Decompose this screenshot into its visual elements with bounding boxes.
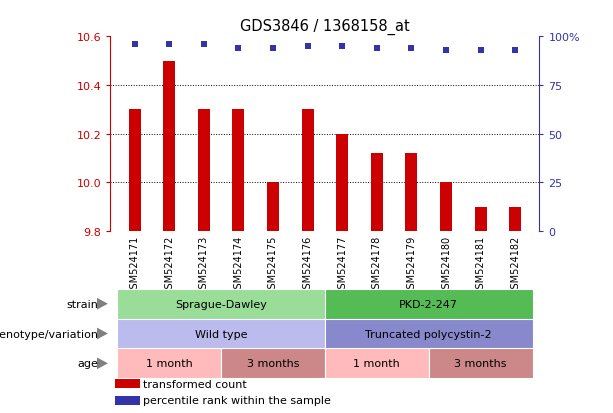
- Text: transformed count: transformed count: [143, 379, 246, 389]
- Text: GSM524175: GSM524175: [268, 235, 278, 294]
- Bar: [302, 110, 314, 231]
- Point: [441, 47, 451, 54]
- Text: GSM524177: GSM524177: [337, 235, 347, 294]
- Text: PKD-2-247: PKD-2-247: [399, 299, 458, 309]
- Text: 3 months: 3 months: [247, 358, 299, 368]
- Text: GSM524176: GSM524176: [303, 235, 313, 294]
- Text: GSM524171: GSM524171: [129, 235, 140, 294]
- Bar: [267, 183, 279, 231]
- Point: [476, 47, 485, 54]
- Text: 1 month: 1 month: [354, 358, 400, 368]
- Bar: [115, 396, 140, 405]
- Bar: [198, 110, 210, 231]
- Text: 1 month: 1 month: [146, 358, 192, 368]
- Bar: [325, 319, 533, 349]
- Bar: [221, 349, 325, 378]
- Point: [199, 42, 208, 48]
- Text: percentile rank within the sample: percentile rank within the sample: [143, 396, 331, 406]
- Bar: [117, 349, 221, 378]
- Point: [303, 43, 313, 50]
- Text: GSM524182: GSM524182: [510, 235, 520, 294]
- Text: Wild type: Wild type: [195, 329, 247, 339]
- Text: GSM524174: GSM524174: [234, 235, 243, 294]
- Point: [372, 45, 382, 52]
- Text: 3 months: 3 months: [454, 358, 507, 368]
- Text: GSM524180: GSM524180: [441, 235, 451, 294]
- Point: [130, 42, 140, 48]
- Bar: [117, 319, 325, 349]
- Polygon shape: [97, 328, 108, 339]
- Polygon shape: [97, 358, 108, 369]
- Text: GSM524172: GSM524172: [164, 235, 174, 294]
- Bar: [117, 289, 325, 319]
- Point: [234, 45, 243, 52]
- Title: GDS3846 / 1368158_at: GDS3846 / 1368158_at: [240, 18, 409, 34]
- Text: Truncated polycystin-2: Truncated polycystin-2: [365, 329, 492, 339]
- Bar: [428, 349, 533, 378]
- Point: [337, 43, 347, 50]
- Bar: [405, 154, 417, 231]
- Bar: [336, 134, 348, 231]
- Point: [164, 42, 174, 48]
- Text: strain: strain: [66, 299, 98, 309]
- Bar: [129, 110, 140, 231]
- Bar: [163, 62, 175, 231]
- Point: [406, 45, 416, 52]
- Bar: [440, 183, 452, 231]
- Bar: [325, 289, 533, 319]
- Text: genotype/variation: genotype/variation: [0, 329, 98, 339]
- Text: GSM524173: GSM524173: [199, 235, 209, 294]
- Text: age: age: [77, 358, 98, 368]
- Bar: [509, 207, 521, 231]
- Text: GSM524179: GSM524179: [406, 235, 416, 294]
- Point: [510, 47, 520, 54]
- Polygon shape: [97, 298, 108, 310]
- Point: [268, 45, 278, 52]
- Bar: [325, 349, 428, 378]
- Text: Sprague-Dawley: Sprague-Dawley: [175, 299, 267, 309]
- Bar: [474, 207, 487, 231]
- Text: GSM524181: GSM524181: [476, 235, 485, 294]
- Bar: [232, 110, 245, 231]
- Bar: [115, 379, 140, 389]
- Text: GSM524178: GSM524178: [372, 235, 382, 294]
- Bar: [371, 154, 383, 231]
